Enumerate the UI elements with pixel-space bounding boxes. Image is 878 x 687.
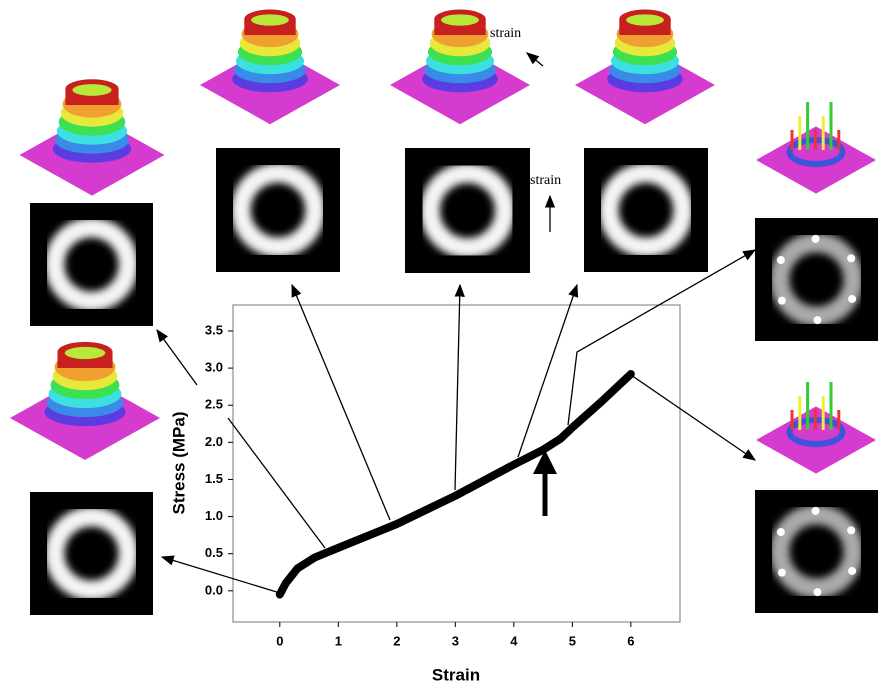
- y-axis-label: Stress (MPa): [169, 412, 188, 515]
- spot: [848, 567, 856, 575]
- x-tick-label: 4: [510, 633, 518, 648]
- spot: [813, 316, 821, 324]
- surface-inner: [65, 347, 106, 359]
- surface-inner: [251, 14, 289, 25]
- spot: [777, 256, 785, 264]
- spot: [778, 569, 786, 577]
- surface-inner: [72, 84, 111, 96]
- x-tick-label: 1: [335, 633, 342, 648]
- surface-inner: [626, 14, 664, 25]
- spot: [812, 507, 820, 515]
- y-tick-label: 0.0: [205, 582, 223, 597]
- x-tick-label: 0: [276, 633, 283, 648]
- x-tick-label: 6: [627, 633, 634, 648]
- x-tick-label: 2: [393, 633, 400, 648]
- arrow: [527, 53, 543, 66]
- spot: [813, 588, 821, 596]
- spot: [777, 528, 785, 536]
- plot-area: [233, 305, 680, 622]
- y-tick-label: 2.5: [205, 397, 223, 412]
- y-tick-label: 3.0: [205, 360, 223, 375]
- spot: [847, 526, 855, 534]
- figure: strain strain Strain Stress (MPa) 0.0 0.5…: [0, 0, 878, 687]
- x-axis-label: Strain: [432, 665, 480, 684]
- spot: [847, 254, 855, 262]
- x-tick-label: 3: [452, 633, 459, 648]
- annotation: strain: [530, 173, 561, 188]
- annotation: strain: [490, 26, 521, 41]
- arrow: [157, 330, 197, 385]
- y-tick-label: 0.5: [205, 545, 223, 560]
- y-tick-label: 2.0: [205, 434, 223, 449]
- x-tick-label: 5: [569, 633, 576, 648]
- y-tick-label: 1.0: [205, 508, 223, 523]
- surface-inner: [441, 14, 479, 25]
- spot: [778, 297, 786, 305]
- spot: [812, 235, 820, 243]
- y-tick-label: 1.5: [205, 471, 223, 486]
- y-tick-label: 3.5: [205, 322, 223, 337]
- spot: [848, 295, 856, 303]
